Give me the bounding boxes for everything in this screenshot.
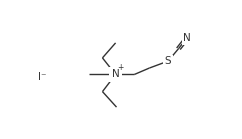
FancyBboxPatch shape (182, 32, 192, 44)
Text: N: N (112, 70, 120, 80)
Text: S: S (165, 56, 171, 66)
FancyBboxPatch shape (163, 55, 173, 68)
Text: I⁻: I⁻ (38, 72, 47, 82)
Text: N: N (183, 33, 191, 43)
FancyBboxPatch shape (109, 67, 122, 82)
Text: +: + (118, 63, 124, 72)
